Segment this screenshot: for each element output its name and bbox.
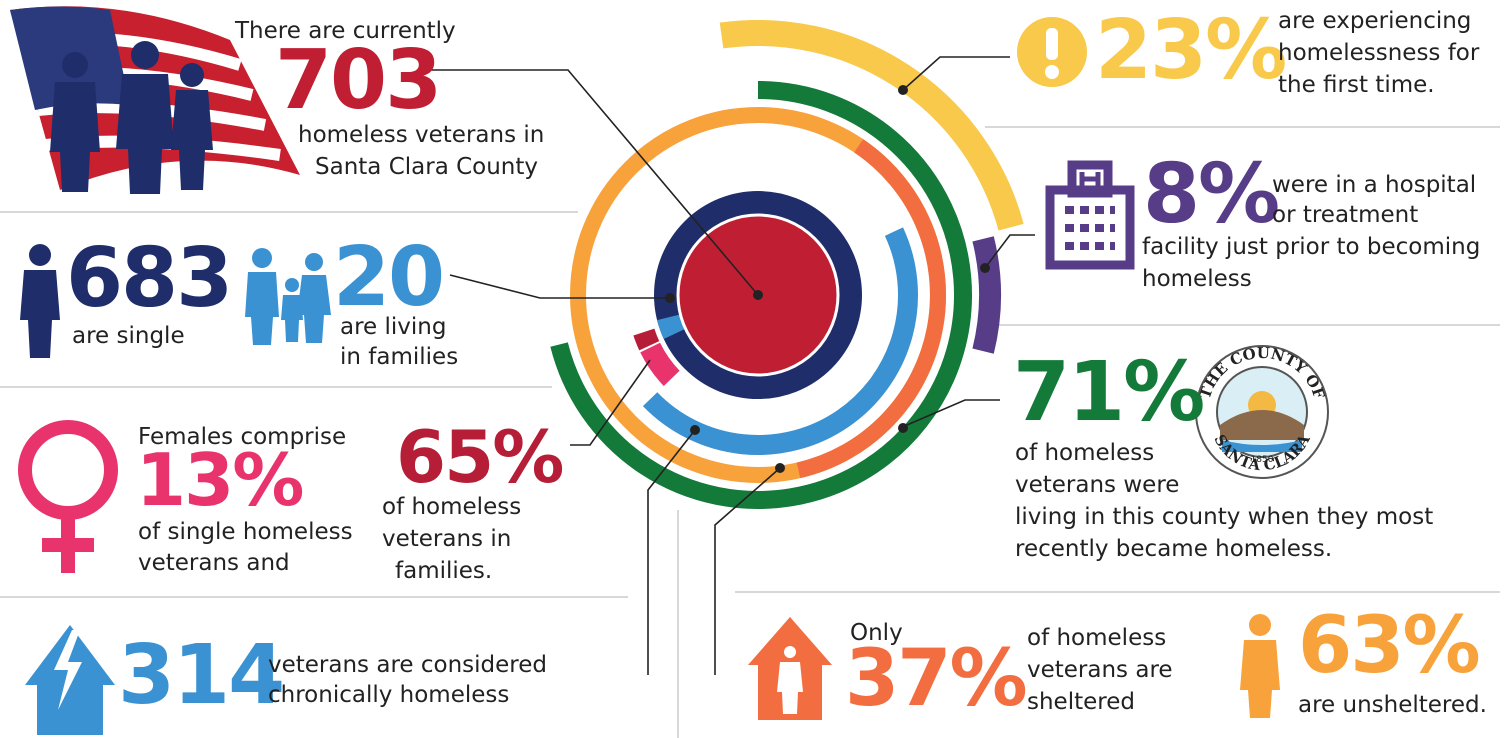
ring-arc [719,20,1024,231]
ring-arc [796,139,946,479]
families-number: 20 [333,230,443,325]
text-line: Santa Clara County [315,154,538,180]
seal-year: 1850 [1251,455,1274,465]
text-line: homelessness for [1278,40,1480,66]
females-number: 13% [136,438,302,522]
person-icon [1240,614,1280,718]
chronic-number: 314 [118,628,283,723]
text-line: families. [395,558,492,584]
leader [449,274,670,299]
leader [714,467,781,675]
text-line: the first time. [1278,72,1435,98]
text-line: of homeless [1015,440,1154,466]
leader [570,359,651,446]
flag-icon [10,6,300,194]
text-line: veterans in [382,526,511,552]
text-line: recently became homeless. [1015,536,1332,562]
female-families-number: 65% [396,415,562,499]
text-line: veterans were [1015,472,1179,498]
intro: Only [850,620,903,646]
hospital-icon [1045,160,1135,270]
leader [984,234,1035,269]
rings [550,20,1024,509]
ring-arc [633,328,660,351]
text-line: chronically homeless [268,682,509,708]
ring-arc [642,227,918,455]
text-line: veterans are considered [268,652,547,678]
text-line: of homeless [1027,625,1166,651]
text-line: sheltered [1027,689,1135,715]
single-number: 683 [66,231,231,326]
bolt [54,630,82,710]
text-line: of single homeless [138,519,353,545]
family-icon [245,248,331,345]
text-line: of homeless [382,494,521,520]
text-line: are unsheltered. [1298,692,1487,718]
text-line: facility just prior to becoming [1142,234,1480,260]
first-time-number: 23% [1095,3,1285,98]
text-line: are experiencing [1278,8,1471,34]
text-line: homeless [1142,266,1252,292]
intro: Females comprise [138,424,346,450]
text-line: are living [340,314,446,340]
leader [430,69,759,296]
text-line: were in a hospital [1272,172,1476,198]
hospital-number: 8% [1143,147,1278,242]
text-line: or treatment [1272,202,1418,228]
text-line: in families [340,344,458,370]
text-line: living in this county when they most [1015,504,1433,530]
ring-arc [657,314,686,339]
text-line: are single [72,323,185,349]
county-number: 71% [1013,345,1203,440]
ring-arc [972,236,1001,354]
text-line: veterans are [1027,657,1173,683]
unsheltered-number: 63% [1298,601,1479,691]
ring-arc [640,342,680,386]
leader [902,56,1010,91]
leader [647,429,696,675]
sheltered-number: 37% [845,634,1026,724]
text-line: homeless veterans in [298,122,544,148]
county-seal: THE COUNTY OF SANTA CLARA 1850 [1195,344,1329,479]
text-line: veterans and [138,550,290,576]
ring-arc [550,81,972,509]
leader [899,399,1000,429]
alert-icon [1017,17,1087,87]
female-icon [18,420,118,573]
total-number: 703 [275,33,440,128]
man-icon [20,244,60,358]
shelter-icon [748,617,832,720]
intro: There are currently [234,18,456,44]
